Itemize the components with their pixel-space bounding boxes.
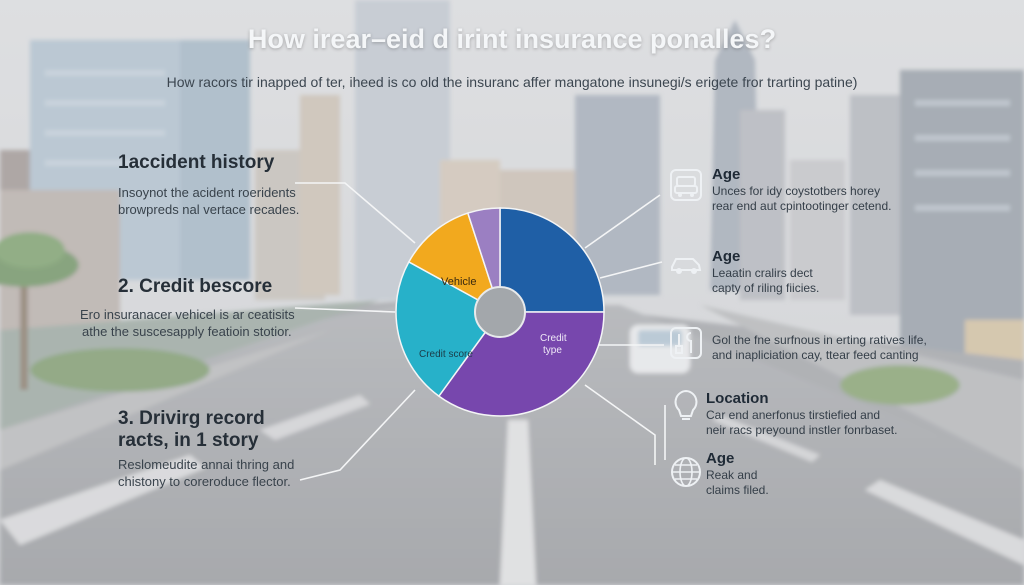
right-factor-heading: Age xyxy=(712,166,741,183)
left-factor-heading: 2. Credit bescore xyxy=(118,276,273,297)
description-line: claims filed. xyxy=(706,483,769,497)
right-factor-3: Gol the fne surfnous in erting ratives l… xyxy=(712,333,927,363)
connector-line xyxy=(599,261,663,279)
left-factor-2: 2. Credit bescore xyxy=(118,276,272,298)
pie-label-credit-type-line2: type xyxy=(543,345,562,356)
description-line: Insoynot the acident roeridents xyxy=(118,185,296,200)
pie-slice xyxy=(437,311,605,417)
connector-line xyxy=(295,182,416,244)
description-line: Gol the fne surfnous in erting ratives l… xyxy=(712,333,927,347)
car-side-icon xyxy=(671,258,702,274)
description-line: browpreds nal vertace recades. xyxy=(118,202,300,217)
pie-label-credit-type: Credit type xyxy=(540,333,569,356)
right-factor-heading: Age xyxy=(706,450,735,467)
right-factor-heading: Location xyxy=(706,390,769,407)
pie-slice xyxy=(407,212,502,314)
connector-line xyxy=(584,194,661,249)
globe-icon xyxy=(671,457,701,487)
pie-slice xyxy=(499,207,605,313)
left-factor-heading: 3. Drivirg record racts, in 1 story xyxy=(118,408,265,451)
description-line: Reak and xyxy=(706,468,758,482)
connector-line xyxy=(584,384,656,465)
description-line: capty of riling fiicies. xyxy=(712,281,820,295)
donut-hole xyxy=(474,286,526,338)
description-line: athe the suscesapply featioin stotior. xyxy=(82,324,292,339)
lightbulb-icon xyxy=(674,389,698,420)
description-line: Car end anerfonus tirstiefied and xyxy=(706,408,881,422)
pie-label-credit-type-line1: Credit xyxy=(540,333,567,344)
page-title: How irear–eid d irint insurance ponalles… xyxy=(247,24,777,54)
description-line: Ero insuranacer vehicel is ar ceatisits xyxy=(80,307,295,322)
left-factor-1-description: Insoynot the acident roeridents browpred… xyxy=(118,184,299,218)
description-line: and inapliciation cay, ttear feed cantin… xyxy=(712,348,919,362)
description-line: Leaatin cralirs dect xyxy=(712,266,813,280)
description-line: rear end aut cpintootinger cetend. xyxy=(712,199,892,213)
pie-slice xyxy=(466,207,501,313)
left-factor-3-description: Reslomeudite annai thring and chistony t… xyxy=(118,456,294,490)
connector-lines xyxy=(294,182,666,481)
description-line: chistony to coreroduce flector. xyxy=(118,474,291,489)
description-line: Unces for idy coystotbers horey xyxy=(712,184,881,198)
pie-slice xyxy=(395,260,502,398)
left-factor-1: 1accident history xyxy=(118,152,274,174)
car-icon xyxy=(670,169,702,201)
right-factor-2: Age Leaatin cralirs dect capty of riling… xyxy=(712,248,819,296)
description-line: Reslomeudite annai thring and xyxy=(118,457,295,472)
connector-line xyxy=(299,389,416,481)
right-factor-heading: Age xyxy=(712,248,741,265)
pie-label-vehicle: Vehicle xyxy=(441,276,476,288)
left-factor-heading: 1accident history xyxy=(118,152,275,173)
connector-line xyxy=(294,307,396,313)
left-factor-3: 3. Drivirg record racts, in 1 story xyxy=(118,408,265,452)
right-factor-4: Location Car end anerfonus tirstiefied a… xyxy=(706,390,897,438)
tools-icon xyxy=(670,327,702,359)
left-factor-2-description: Ero insuranacer vehicel is ar ceatisits … xyxy=(80,306,295,340)
right-factor-1: Age Unces for idy coystotbers horey rear… xyxy=(712,166,891,214)
right-factor-5: Age Reak and claims filed. xyxy=(706,450,769,498)
donut-chart xyxy=(395,207,605,417)
pie-label-credit-score: Credit score xyxy=(419,349,473,360)
description-line: neir racs preyound instler fonrbaset. xyxy=(706,423,898,437)
page-subtitle: How racors tir inapped of ter, iheed is … xyxy=(166,74,858,90)
